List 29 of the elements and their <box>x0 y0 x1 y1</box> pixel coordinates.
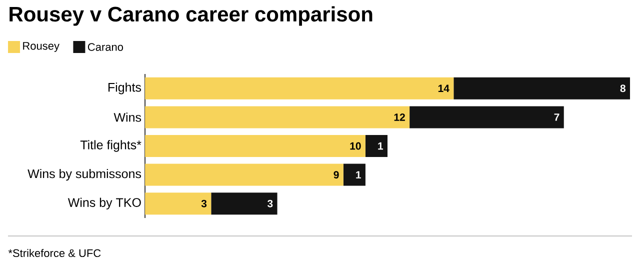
data-label: 3 <box>267 200 273 208</box>
y-tick-label: Wins by TKO <box>68 198 141 210</box>
data-label: 14 <box>438 84 450 92</box>
y-tick-label: Wins by submissons <box>28 168 142 181</box>
legend-label: Carano <box>88 43 124 51</box>
bar <box>343 164 366 186</box>
bar <box>211 192 278 215</box>
bar <box>410 106 564 128</box>
legend-label: Rousey <box>23 42 60 52</box>
y-tick-label: Wins <box>114 112 142 122</box>
data-label: 8 <box>620 84 626 92</box>
bar <box>454 77 630 100</box>
data-label: 12 <box>394 114 405 121</box>
data-label: 10 <box>350 142 361 150</box>
bar <box>365 135 388 157</box>
data-label: 3 <box>201 200 207 208</box>
chart-title: Rousey v Carano career comparison <box>10 6 372 26</box>
y-tick-label: Title fights* <box>80 140 142 152</box>
data-label: 1 <box>356 171 361 178</box>
data-label: 7 <box>554 114 560 121</box>
data-label: 1 <box>378 142 384 150</box>
bar <box>145 192 212 215</box>
bar <box>145 77 454 100</box>
bar <box>145 164 344 186</box>
bar <box>145 135 366 157</box>
y-tick-label: Fights <box>108 82 142 94</box>
text: *Strikeforce & UFC <box>8 248 101 258</box>
bar <box>145 106 410 128</box>
data-label: 9 <box>334 171 339 179</box>
